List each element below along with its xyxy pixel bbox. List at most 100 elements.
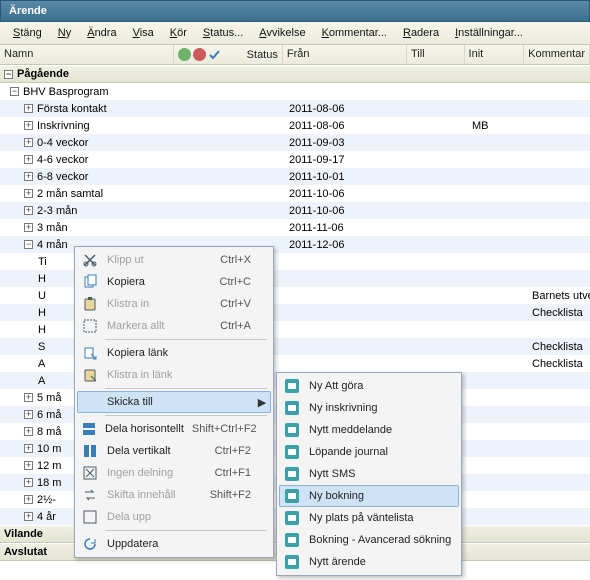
col-init[interactable]: Init: [465, 45, 525, 64]
menu-ändra[interactable]: Ändra: [80, 24, 123, 42]
cut-icon: [81, 251, 99, 269]
ctx-ingen-delning: Ingen delning Ctrl+F1: [77, 462, 271, 484]
splith-icon: [81, 420, 97, 438]
expand-icon[interactable]: +: [24, 427, 33, 436]
menu-inställningar[interactable]: Inställningar...: [448, 24, 530, 42]
submenu-skicka-till: Ny Att göra Ny inskrivning Nytt meddelan…: [276, 372, 462, 576]
status-red-icon: [193, 48, 206, 61]
ctx-klistra-in-länk: Klistra in länk: [77, 364, 271, 386]
sub-ny-inskrivning[interactable]: Ny inskrivning: [279, 397, 459, 419]
program-root-row[interactable]: − BHV Basprogram: [0, 83, 590, 100]
send-icon: [81, 393, 99, 411]
sub-ny-att-göra[interactable]: Ny Att göra: [279, 375, 459, 397]
menu-status[interactable]: Status...: [196, 24, 250, 42]
ctx-skifta-innehåll: Skifta innehåll Shift+F2: [77, 484, 271, 506]
col-status-icons[interactable]: Status: [174, 45, 283, 64]
sub-ny-bokning[interactable]: Ny bokning: [279, 485, 459, 507]
menu-avvikelse[interactable]: Avvikelse: [252, 24, 312, 42]
menu-stäng[interactable]: Stäng: [6, 24, 49, 42]
message-icon: [283, 421, 301, 439]
register-icon: [283, 399, 301, 417]
table-row[interactable]: +2-3 mån 2011-10-06: [0, 202, 590, 219]
col-till[interactable]: Till: [407, 45, 465, 64]
table-row[interactable]: +6-8 veckor 2011-10-01: [0, 168, 590, 185]
col-fran[interactable]: Från: [283, 45, 407, 64]
ctx-markera-allt: Markera allt Ctrl+A: [77, 315, 271, 337]
menu-visa[interactable]: Visa: [126, 24, 161, 42]
submenu-arrow-icon: ▶: [257, 396, 267, 409]
expand-icon[interactable]: +: [24, 189, 33, 198]
nosplit-icon: [81, 464, 99, 482]
paste-icon: [81, 295, 99, 313]
status-green-icon: [178, 48, 191, 61]
sub-nytt-meddelande[interactable]: Nytt meddelande: [279, 419, 459, 441]
expand-icon[interactable]: +: [24, 461, 33, 470]
sub-löpande-journal[interactable]: Löpande journal: [279, 441, 459, 463]
expand-icon[interactable]: +: [24, 155, 33, 164]
case-icon: [283, 553, 301, 571]
ctx-dela-vertikalt[interactable]: Dela vertikalt Ctrl+F2: [77, 440, 271, 462]
swap-icon: [81, 486, 99, 504]
expand-icon[interactable]: +: [24, 223, 33, 232]
expand-icon[interactable]: +: [24, 104, 33, 113]
expand-icon[interactable]: +: [24, 138, 33, 147]
expand-icon[interactable]: +: [24, 444, 33, 453]
context-menu: Klipp ut Ctrl+X Kopiera Ctrl+C Klistra i…: [74, 246, 274, 558]
expand-icon[interactable]: +: [24, 121, 33, 130]
advbook-icon: [283, 531, 301, 549]
sub-nytt-sms[interactable]: Nytt SMS: [279, 463, 459, 485]
collapse-icon[interactable]: −: [24, 240, 33, 249]
expand-icon[interactable]: +: [24, 172, 33, 181]
ctx-dela-upp: Dela upp: [77, 506, 271, 528]
ctx-dela-horisontellt[interactable]: Dela horisontellt Shift+Ctrl+F2: [77, 418, 271, 440]
sub-ny-plats-på-väntelista[interactable]: Ny plats på väntelista: [279, 507, 459, 529]
copylink-icon: [81, 344, 99, 362]
booking-icon: [283, 487, 301, 505]
col-kommentar[interactable]: Kommentar: [524, 45, 590, 64]
expand-icon[interactable]: +: [24, 495, 33, 504]
expand-icon[interactable]: +: [24, 393, 33, 402]
group-pagaende[interactable]: − Pågående: [0, 65, 590, 83]
menu-kör[interactable]: Kör: [163, 24, 194, 42]
ctx-uppdatera[interactable]: Uppdatera: [77, 533, 271, 555]
waitlist-icon: [283, 509, 301, 527]
status-check-icon: [208, 48, 221, 61]
expand-icon[interactable]: +: [24, 410, 33, 419]
ctx-skicka-till[interactable]: Skicka till ▶: [77, 391, 271, 413]
splitv-icon: [81, 442, 99, 460]
sms-icon: [283, 465, 301, 483]
ctx-klistra-in: Klistra in Ctrl+V: [77, 293, 271, 315]
col-status: Status: [247, 49, 278, 61]
menu-bar: StängNyÄndraVisaKörStatus...AvvikelseKom…: [0, 22, 590, 45]
ctx-kopiera-länk[interactable]: Kopiera länk: [77, 342, 271, 364]
col-namn[interactable]: Namn: [0, 45, 174, 64]
expand-icon[interactable]: +: [24, 512, 33, 521]
expand-icon[interactable]: +: [24, 478, 33, 487]
todo-icon: [283, 377, 301, 395]
window-title: Ärende: [9, 5, 47, 17]
copy-icon: [81, 273, 99, 291]
sub-bokning---avancerad-sökning[interactable]: Bokning - Avancerad sökning: [279, 529, 459, 551]
window-title-bar: Ärende: [0, 0, 590, 22]
collapse-icon[interactable]: −: [4, 70, 13, 79]
table-row[interactable]: +Inskrivning 2011-08-06 MB: [0, 117, 590, 134]
journal-icon: [283, 443, 301, 461]
menu-radera[interactable]: Radera: [396, 24, 446, 42]
ctx-kopiera[interactable]: Kopiera Ctrl+C: [77, 271, 271, 293]
menu-kommentar[interactable]: Kommentar...: [315, 24, 394, 42]
table-row[interactable]: +Första kontakt 2011-08-06: [0, 100, 590, 117]
collapse-icon[interactable]: −: [10, 87, 19, 96]
sub-nytt-ärende[interactable]: Nytt ärende: [279, 551, 459, 573]
table-row[interactable]: +0-4 veckor 2011-09-03: [0, 134, 590, 151]
column-headers: Namn Status Från Till Init Kommentar: [0, 45, 590, 65]
table-row[interactable]: +2 mån samtal 2011-10-06: [0, 185, 590, 202]
refresh-icon: [81, 535, 99, 553]
table-row[interactable]: +4-6 veckor 2011-09-17: [0, 151, 590, 168]
unsplit-icon: [81, 508, 99, 526]
selectall-icon: [81, 317, 99, 335]
menu-ny[interactable]: Ny: [51, 24, 78, 42]
ctx-klipp-ut: Klipp ut Ctrl+X: [77, 249, 271, 271]
table-row[interactable]: +3 mån 2011-11-06: [0, 219, 590, 236]
expand-icon[interactable]: +: [24, 206, 33, 215]
pastelink-icon: [81, 366, 99, 384]
